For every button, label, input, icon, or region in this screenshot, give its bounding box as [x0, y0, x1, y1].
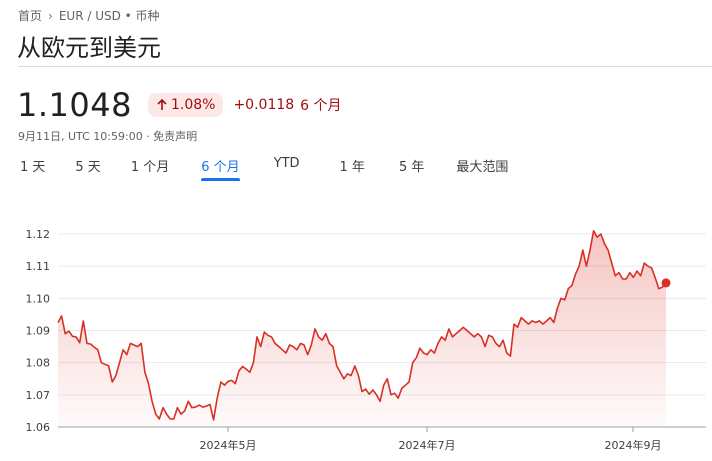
breadcrumb: 首页 › EUR / USD • 币种: [18, 7, 160, 24]
tab-ytd[interactable]: YTD: [273, 156, 300, 171]
tab-5y[interactable]: 5 年: [398, 160, 425, 175]
arrow-up-icon: [157, 99, 167, 110]
y-tick-label: 1.11: [26, 260, 51, 273]
x-tick-label: 2024年7月: [399, 438, 456, 452]
tab-1m[interactable]: 1 个月: [130, 160, 170, 175]
tab-1d[interactable]: 1 天: [20, 160, 46, 175]
range-tabs: 1 天 5 天 1 个月 6 个月 YTD 1 年 5 年 最大范围: [20, 156, 508, 181]
tab-6m[interactable]: 6 个月: [201, 156, 241, 181]
breadcrumb-current: EUR / USD • 币种: [58, 9, 160, 23]
header-divider: [18, 66, 712, 67]
current-price-marker: [661, 278, 671, 288]
price-line: [57, 230, 667, 421]
change-percent-badge: 1.08%: [147, 93, 224, 117]
x-tick-label: 2024年5月: [200, 438, 257, 452]
change-period: 6 个月: [300, 98, 342, 114]
current-price: 1.1048: [17, 86, 132, 124]
y-tick-label: 1.08: [26, 357, 51, 370]
x-tick-label: 2024年9月: [605, 438, 662, 452]
breadcrumb-home-link[interactable]: 首页: [18, 9, 43, 23]
chevron-right-icon: ›: [48, 8, 53, 23]
price-area: [58, 230, 666, 427]
y-tick-label: 1.09: [26, 325, 51, 338]
price-chart[interactable]: 1.12 1.11 1.10 1.09 1.08 1.07 1.06 2024年5月 2024…: [0, 210, 712, 461]
page-title: 从欧元到美元: [17, 34, 161, 62]
y-tick-label: 1.07: [26, 389, 51, 402]
change-percent: 1.08%: [170, 97, 216, 113]
tab-1y[interactable]: 1 年: [339, 160, 365, 175]
change-absolute: +0.0118: [233, 97, 295, 113]
tab-5d[interactable]: 5 天: [75, 160, 101, 175]
tab-max[interactable]: 最大范围: [456, 160, 509, 175]
y-tick-label: 1.10: [26, 292, 51, 305]
quote-row: 1.1048 1.08% +0.0118 6 个月: [17, 86, 342, 124]
y-tick-label: 1.06: [26, 421, 51, 434]
y-tick-label: 1.12: [26, 228, 51, 241]
timestamp: 9月11日, UTC 10:59:00 · 免责声明: [18, 130, 198, 143]
